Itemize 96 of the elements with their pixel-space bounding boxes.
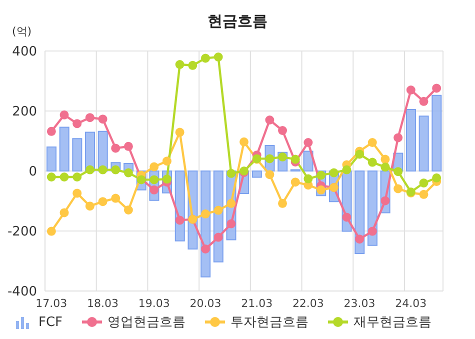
point	[368, 226, 377, 236]
point	[60, 172, 69, 182]
point	[342, 165, 352, 174]
point	[214, 52, 223, 62]
point	[162, 156, 172, 166]
point	[150, 175, 159, 184]
point	[85, 202, 94, 211]
point	[368, 138, 377, 147]
y-tick-label: -400	[7, 284, 37, 300]
point	[290, 154, 300, 164]
bar	[354, 170, 365, 254]
point	[419, 96, 428, 106]
point	[175, 60, 184, 69]
point	[432, 84, 442, 93]
y-axis-title: (억)	[12, 24, 32, 39]
point	[355, 234, 364, 244]
point	[98, 197, 108, 206]
x-tick-label: 19.03	[138, 296, 170, 310]
point	[200, 244, 210, 254]
x-tick-label: 23.03	[344, 296, 376, 310]
point	[290, 178, 300, 187]
legend-label: 영업현금흐름	[108, 314, 186, 331]
legend-label: 재무현금흐름	[354, 314, 432, 331]
bar	[418, 116, 429, 172]
point	[394, 167, 403, 176]
point	[85, 165, 94, 174]
x-tick-label: 20.03	[190, 296, 222, 310]
point	[124, 206, 133, 214]
bar	[303, 150, 314, 172]
bar	[59, 126, 70, 172]
bar	[406, 109, 416, 172]
point	[175, 128, 184, 137]
point	[200, 54, 210, 63]
point	[124, 142, 133, 151]
point	[380, 162, 390, 172]
point	[175, 216, 184, 225]
x-tick-label: 24.03	[395, 296, 427, 310]
point	[111, 144, 120, 153]
point	[406, 86, 416, 94]
point	[329, 168, 338, 178]
point	[72, 172, 82, 182]
x-tick-label: 21.03	[241, 296, 273, 310]
point	[46, 172, 56, 182]
point	[316, 185, 326, 194]
point	[98, 165, 108, 174]
point	[304, 174, 313, 184]
y-tick-label: 0	[28, 164, 37, 180]
point	[304, 138, 313, 147]
bar	[252, 170, 262, 178]
legend-label: FCF	[38, 314, 63, 330]
point	[265, 170, 274, 180]
point	[316, 170, 326, 180]
point	[265, 116, 274, 124]
y-tick-label: -200	[7, 224, 37, 240]
point	[46, 126, 56, 136]
chart-title: 현금흐름	[208, 12, 268, 30]
point	[111, 165, 120, 174]
bar	[432, 94, 442, 172]
point	[432, 173, 442, 182]
point	[380, 196, 390, 206]
point	[380, 154, 390, 164]
point	[394, 184, 403, 194]
point	[214, 206, 223, 215]
point	[214, 232, 223, 242]
point	[46, 226, 56, 236]
point	[226, 168, 236, 178]
point	[72, 188, 82, 198]
point	[226, 198, 236, 208]
point	[355, 150, 364, 159]
point	[60, 208, 69, 218]
point	[419, 190, 428, 199]
bar	[46, 146, 56, 172]
point	[200, 209, 210, 218]
point	[60, 110, 69, 120]
point	[278, 126, 288, 135]
y-tick-label: 200	[12, 104, 37, 120]
point	[419, 178, 428, 188]
point	[98, 114, 108, 124]
legend-label: 투자현금흐름	[230, 314, 309, 331]
x-tick-label: 22.03	[292, 296, 324, 310]
point	[111, 194, 120, 203]
point	[188, 60, 198, 70]
x-tick-label: 17.03	[36, 296, 68, 310]
x-tick-label: 18.03	[87, 296, 119, 310]
point	[278, 198, 288, 208]
point	[226, 219, 236, 228]
bar	[72, 138, 82, 172]
y-tick-label: 400	[12, 44, 37, 60]
point	[85, 113, 94, 122]
point	[368, 158, 377, 167]
point	[72, 119, 82, 128]
point	[342, 212, 352, 222]
point	[394, 133, 403, 142]
point	[240, 137, 248, 146]
point	[124, 168, 133, 178]
point	[150, 162, 159, 172]
